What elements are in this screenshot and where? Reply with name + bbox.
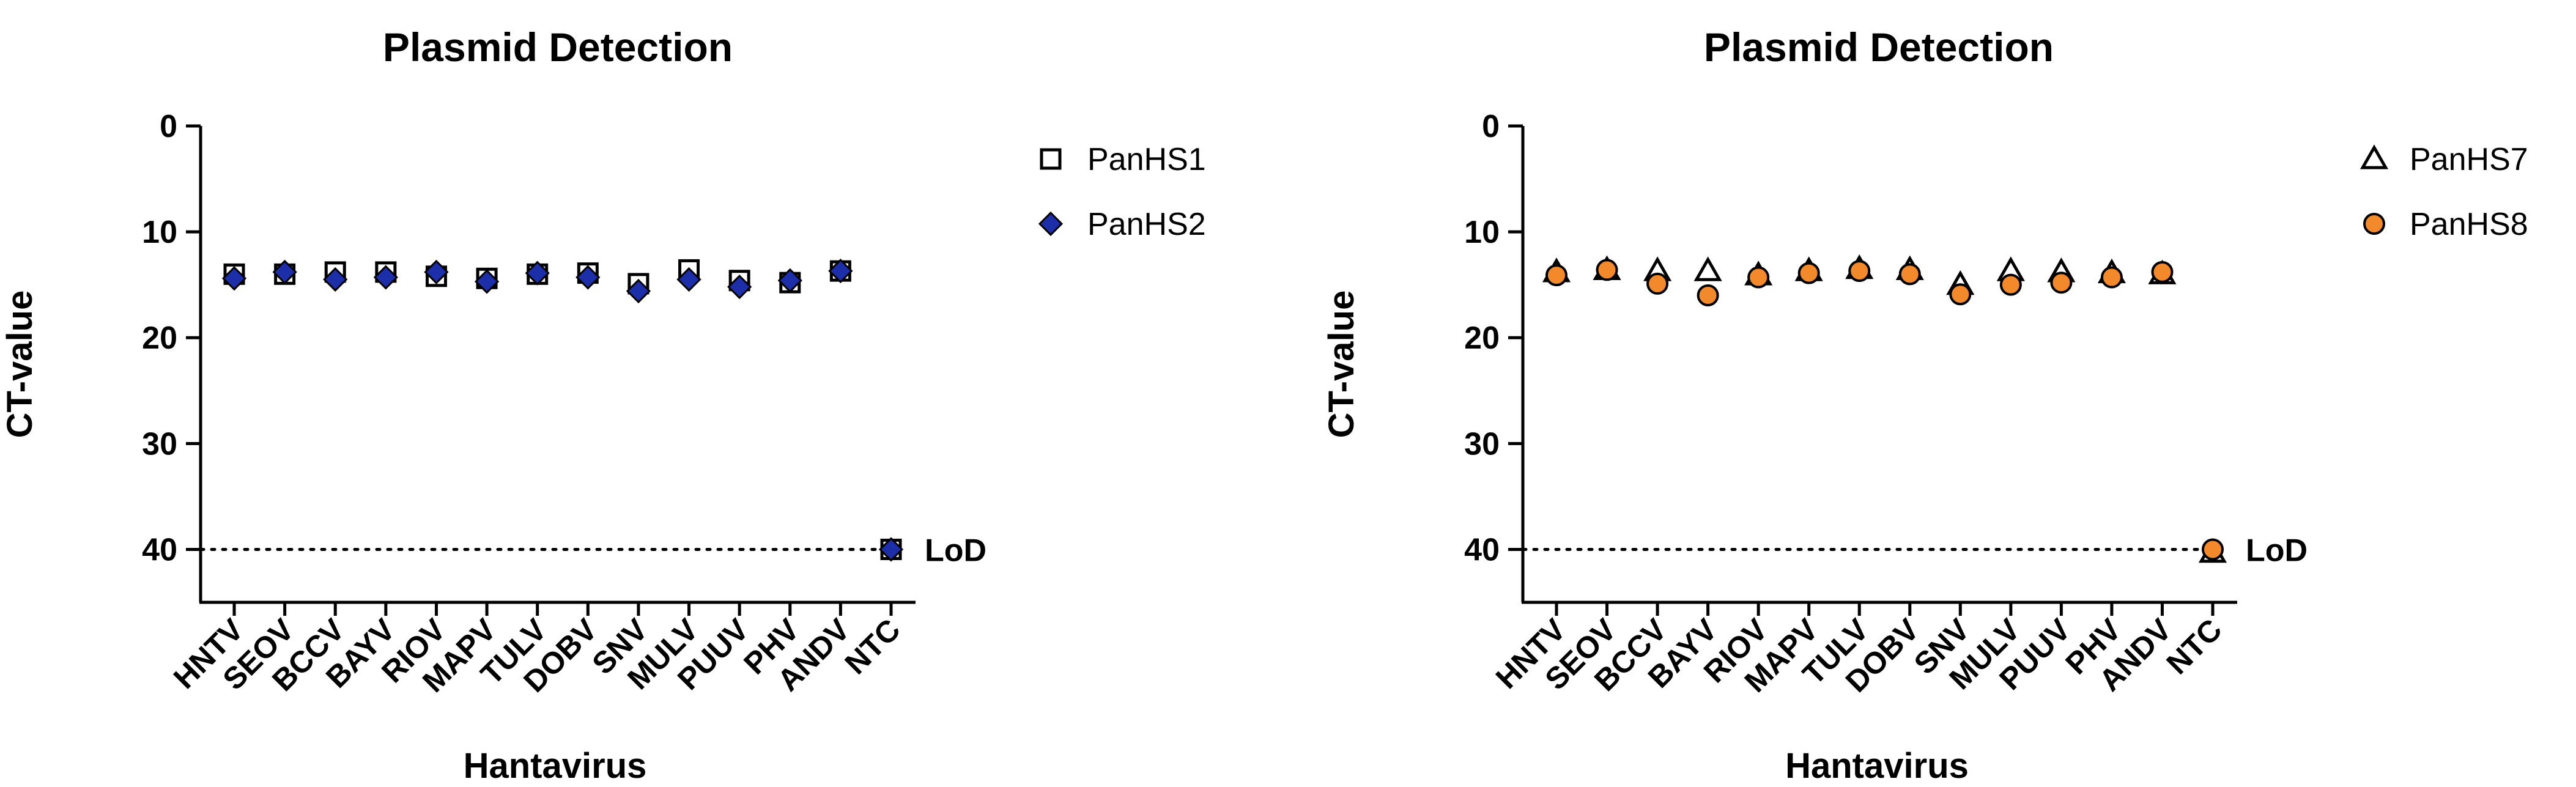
x-tick-label-ntc: NTC xyxy=(2160,612,2229,681)
y-axis-title: CT-value xyxy=(0,290,40,438)
legend-label-panhs7: PanHS7 xyxy=(2410,142,2528,177)
data-point-panhs8-mulv xyxy=(1999,273,2022,296)
data-point-panhs8-dobv xyxy=(1898,263,1921,286)
y-tick-label: 20 xyxy=(142,320,177,356)
x-axis-title: Hantavirus xyxy=(1785,746,1969,786)
data-point-panhs8-phv xyxy=(2100,266,2123,289)
legend: PanHS7 PanHS8 xyxy=(2359,142,2528,242)
data-point-panhs2-bccv xyxy=(323,267,348,292)
data-point-panhs8-snv xyxy=(1949,283,1972,306)
chart-title: Plasmid Detection xyxy=(1704,24,2054,70)
series-panhs8 xyxy=(1545,259,2224,561)
data-point-panhs7-bayv xyxy=(1693,256,1722,281)
y-tick-label: 0 xyxy=(160,109,177,144)
data-point-panhs8-riov xyxy=(1747,266,1770,289)
data-point-panhs2-mulv xyxy=(676,267,701,292)
legend-label-panhs8: PanHS8 xyxy=(2410,207,2528,242)
data-point-panhs8-mapv xyxy=(1797,262,1820,284)
data-point-panhs2-hntv xyxy=(221,266,247,291)
data-point-panhs2-snv xyxy=(626,278,651,304)
data-point-panhs2-mapv xyxy=(474,269,500,294)
legend-label-panhs2: PanHS2 xyxy=(1087,207,1206,242)
legend-label-panhs1: PanHS1 xyxy=(1087,142,1206,177)
y-tick-label: 30 xyxy=(142,426,177,462)
data-point-panhs2-seov xyxy=(272,259,297,285)
lod-label: LoD xyxy=(925,533,986,568)
data-point-panhs2-phv xyxy=(777,268,802,293)
data-point-panhs8-seov xyxy=(1596,259,1618,281)
y-tick-label: 30 xyxy=(1464,426,1500,462)
data-point-panhs2-dobv xyxy=(576,265,601,290)
legend-marker-panhs1 xyxy=(1040,148,1062,170)
data-point-panhs8-andv xyxy=(2151,260,2174,283)
data-point-panhs8-tulv xyxy=(1848,260,1871,283)
data-point-panhs8-hntv xyxy=(1545,264,1567,287)
data-point-panhs2-ntc xyxy=(878,537,904,562)
data-point-panhs2-riov xyxy=(424,259,449,285)
data-point-panhs8-bayv xyxy=(1697,284,1719,306)
data-point-panhs8-bccv xyxy=(1646,272,1669,295)
lod-label: LoD xyxy=(2246,533,2308,568)
chart-panel-2: Plasmid DetectionCT-value010203040HNTVSE… xyxy=(1322,24,2528,786)
y-tick-label: 40 xyxy=(142,532,177,567)
legend-marker-panhs7 xyxy=(2359,144,2389,169)
y-tick-label: 40 xyxy=(1464,532,1500,567)
series-panhs1 xyxy=(223,259,902,560)
y-tick-label: 10 xyxy=(142,215,177,250)
x-tick-label-ntc: NTC xyxy=(838,612,907,681)
y-tick-label: 20 xyxy=(1464,320,1500,356)
series-panhs2 xyxy=(221,259,904,562)
legend: PanHS1 PanHS2 xyxy=(1038,142,1206,242)
y-axis-title: CT-value xyxy=(1322,290,1361,438)
x-axis-title: Hantavirus xyxy=(464,746,647,786)
legend-marker-panhs2 xyxy=(1038,211,1064,237)
y-tick-label: 10 xyxy=(1464,215,1500,250)
data-point-panhs2-tulv xyxy=(525,260,550,286)
chart-panel-1: Plasmid DetectionCT-value010203040HNTVSE… xyxy=(0,24,1206,786)
data-point-panhs8-ntc xyxy=(2202,538,2224,561)
data-point-panhs2-bayv xyxy=(373,265,398,290)
y-tick-label: 0 xyxy=(1482,109,1500,144)
data-point-panhs2-puuv xyxy=(727,275,752,300)
data-point-panhs2-andv xyxy=(828,259,853,284)
legend-marker-panhs8 xyxy=(2363,213,2385,235)
data-point-panhs8-puuv xyxy=(2050,272,2073,294)
chart-title: Plasmid Detection xyxy=(383,24,733,70)
series-panhs7 xyxy=(1542,254,2227,563)
